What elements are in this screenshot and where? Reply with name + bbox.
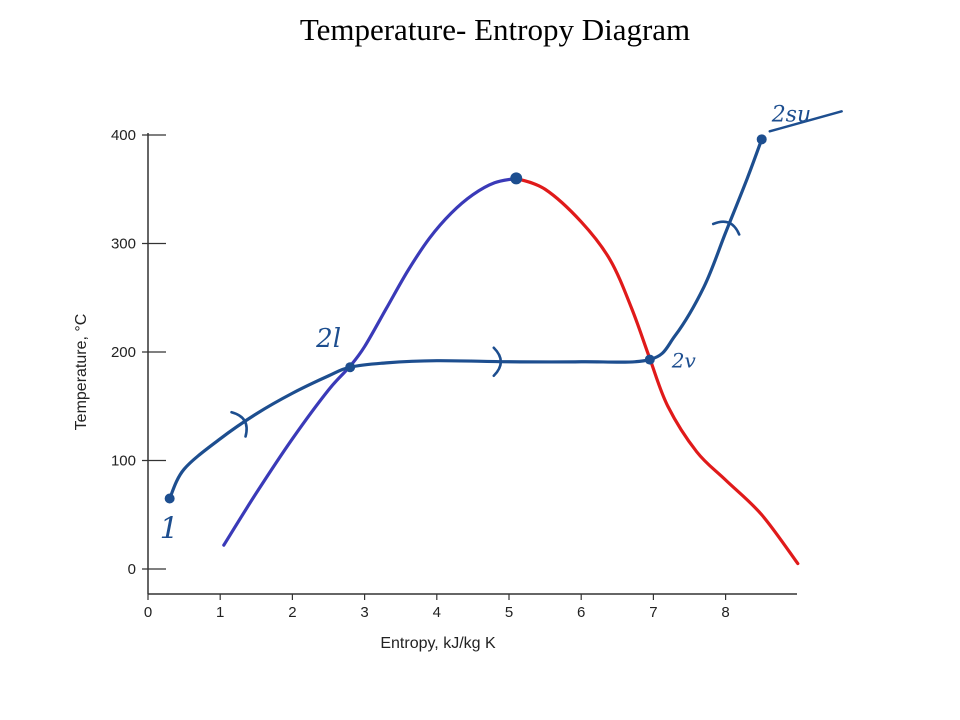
state-label-1: 1 — [160, 511, 179, 546]
state-point-1 — [164, 493, 175, 504]
state-point-2l — [345, 362, 356, 373]
direction-arrow-evaporation — [492, 346, 503, 378]
y-tick-label: 100 — [111, 453, 136, 470]
x-tick-label: 0 — [144, 604, 152, 621]
state-point-2v — [644, 354, 655, 365]
x-tick-label: 3 — [360, 604, 368, 621]
saturated-liquid-line — [222, 176, 518, 547]
state-point-2su — [756, 134, 767, 145]
x-axis-title: Entropy, kJ/kg K — [380, 635, 496, 652]
x-tick-label: 7 — [649, 604, 657, 621]
chart-axes — [147, 133, 797, 595]
saturated-vapor-line — [514, 176, 800, 566]
state-label-2l: 2l — [315, 324, 341, 354]
annotation-underline — [768, 110, 843, 133]
direction-arrow-evaporation-stroke — [492, 346, 503, 378]
y-tick-label: 300 — [111, 236, 136, 253]
y-axis-title: Temperature, °C — [73, 314, 90, 431]
slide-title: Temperature- Entropy Diagram — [299, 12, 691, 47]
y-tick-label: 400 — [111, 127, 136, 144]
state-label-2su: 2su — [771, 102, 811, 127]
process-path — [168, 137, 764, 501]
x-tick-label: 8 — [721, 604, 729, 621]
state-label-2v: 2v — [671, 349, 697, 373]
direction-arrow-superheat — [711, 220, 741, 236]
direction-arrow-subcooled — [230, 410, 248, 438]
x-tick-label: 1 — [216, 604, 224, 621]
direction-arrow-subcooled-stroke — [230, 410, 248, 438]
direction-arrow-superheat-stroke — [711, 220, 741, 236]
y-tick-label: 200 — [111, 344, 136, 361]
chart-curves — [168, 137, 800, 566]
chart-ticks: 0 1 2 3 4 5 6 7 8 0 100 200 300 400 — [111, 127, 730, 621]
x-tick-label: 5 — [505, 604, 513, 621]
x-tick-label: 6 — [577, 604, 585, 621]
chart-markers: 1 2l 2v 2su — [160, 102, 843, 546]
x-tick-label: 2 — [288, 604, 296, 621]
critical-point — [510, 172, 523, 185]
x-tick-label: 4 — [433, 604, 441, 621]
y-tick-label: 0 — [128, 561, 136, 578]
